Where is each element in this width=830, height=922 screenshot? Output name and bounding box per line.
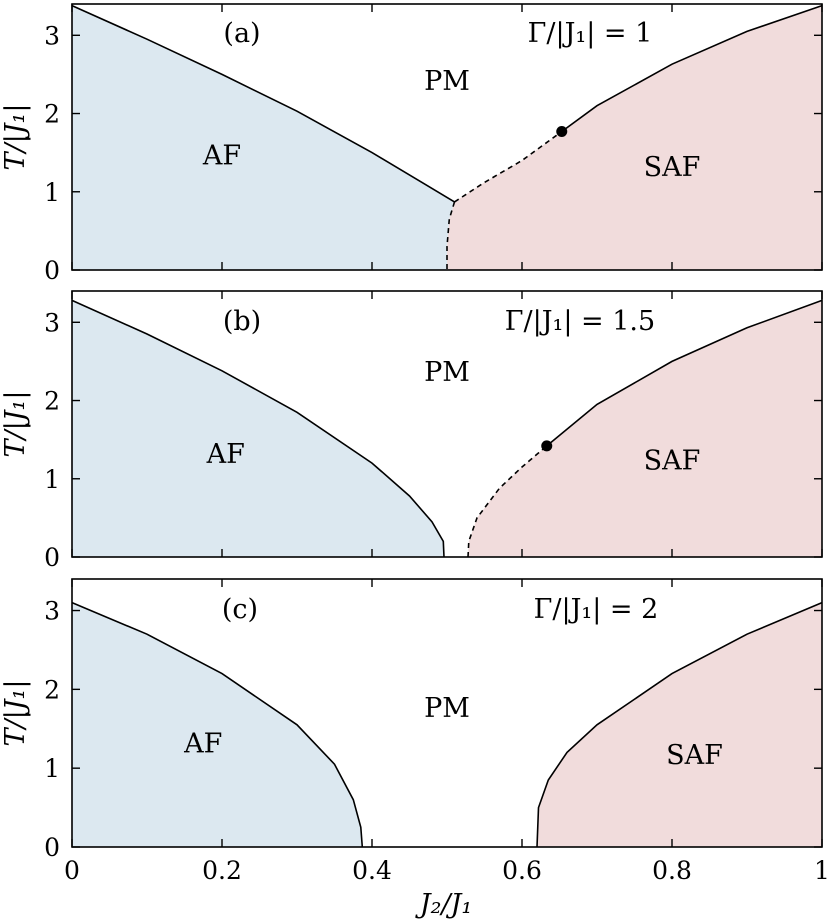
critical-point (556, 126, 568, 138)
region-label-pm: PM (424, 357, 470, 388)
region-label-af: AF (183, 728, 222, 759)
phase-boundary-solid (71, 299, 445, 558)
y-axis-label: T/|J₁| (0, 680, 31, 747)
y-axis-label: T/|J₁| (0, 104, 31, 171)
panels-group: 0 1 2 3 T/|J₁| AF PM SAF (a) Γ/|J₁| = 1 0 1 2 3 T/|J₁|… (0, 3, 830, 885)
panel-b: 0 1 2 3 T/|J₁| AF PM SAF (b) Γ/|J₁| = 1.5 (0, 290, 823, 572)
panel-c: 0 0.2 0.4 0.6 0.8 1 0 1 2 3 T/|J₁| AF PM SAF (c) Γ/|J₁|… (0, 578, 830, 885)
y-tick-label: 1 (44, 754, 60, 783)
x-tick-label: 0.8 (652, 856, 692, 885)
phase-boundary-dashed (467, 445, 548, 558)
panel-letter: (b) (223, 306, 261, 337)
phase-boundary-solid (536, 601, 823, 848)
af-region (72, 602, 363, 847)
region-label-saf: SAF (644, 445, 701, 476)
panel-letter: (c) (222, 594, 258, 625)
gamma-annotation: Γ/|J₁| = 2 (534, 594, 659, 625)
x-tick-label: 1 (814, 856, 830, 885)
region-label-pm: PM (424, 66, 470, 97)
phase-boundary-solid (561, 4, 823, 133)
y-tick-label: 2 (44, 387, 60, 416)
y-axis-label: T/|J₁| (0, 391, 31, 458)
plot-frame (71, 3, 823, 271)
y-tick-label: 2 (44, 100, 60, 129)
region-label-saf: SAF (666, 740, 723, 771)
x-tick-label: 0.6 (502, 856, 542, 885)
y-tick-label: 3 (44, 21, 60, 50)
region-label-af: AF (206, 439, 245, 470)
saf-region (537, 602, 822, 847)
x-tick-label: 0 (64, 856, 80, 885)
y-tick-label: 3 (44, 308, 60, 337)
af-region (72, 300, 444, 557)
x-tick-label: 0.4 (352, 856, 392, 885)
phase-boundary-dashed (446, 201, 456, 270)
saf-region (468, 300, 822, 557)
af-region (72, 5, 455, 270)
x-axis-label: J₂/J₁ (415, 889, 472, 920)
plot-frame (71, 578, 823, 848)
x-tick-label: 0.2 (202, 856, 242, 885)
region-label-pm: PM (424, 693, 470, 724)
panel-letter: (a) (223, 18, 260, 49)
phase-boundary-dashed (454, 130, 563, 203)
saf-region (447, 5, 822, 270)
y-tick-label: 0 (44, 256, 60, 285)
region-label-af: AF (202, 140, 241, 171)
phase-boundary-solid (71, 601, 364, 848)
y-tick-label: 2 (44, 675, 60, 704)
critical-point (541, 440, 553, 452)
phase-boundary-solid (71, 4, 455, 203)
panel-a: 0 1 2 3 T/|J₁| AF PM SAF (a) Γ/|J₁| = 1 (0, 3, 823, 285)
y-tick-label: 1 (44, 178, 60, 207)
region-label-saf: SAF (644, 152, 701, 183)
plot-frame (71, 290, 823, 558)
y-tick-label: 3 (44, 597, 60, 626)
gamma-annotation: Γ/|J₁| = 1.5 (505, 306, 655, 337)
gamma-annotation: Γ/|J₁| = 1 (528, 18, 653, 49)
y-tick-label: 1 (44, 465, 60, 494)
phase-boundary-solid (546, 299, 823, 447)
y-tick-label: 0 (44, 543, 60, 572)
y-tick-label: 0 (44, 833, 60, 862)
